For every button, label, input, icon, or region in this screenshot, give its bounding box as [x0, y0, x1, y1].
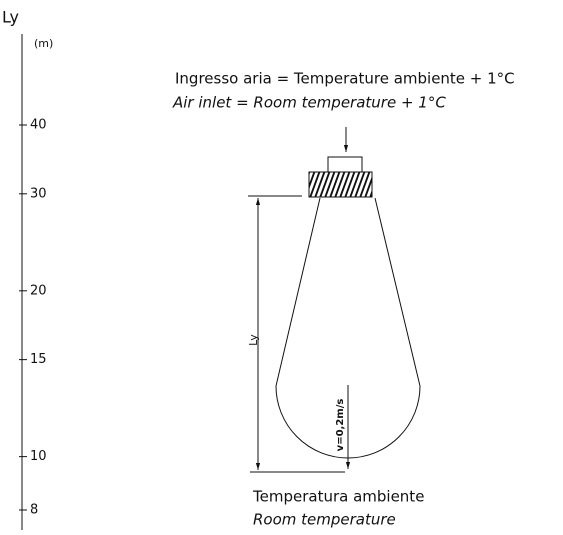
tick-label: 40 [30, 118, 47, 133]
ambient-label-en: Room temperature [253, 511, 396, 529]
axis-label: Ly [2, 8, 19, 27]
tick-label: 20 [30, 283, 47, 298]
nozzle [308, 171, 373, 198]
velocity-label: v=0,2m/s [335, 399, 346, 452]
axis-unit: (m) [34, 37, 53, 50]
dimension-label: Ly [247, 334, 260, 346]
inlet-label-en: Air inlet = Room temperature + 1°C [172, 94, 446, 112]
tick-label: 30 [30, 186, 47, 201]
tick-label: 8 [30, 503, 38, 518]
inlet-label: Ingresso aria = Temperature ambiente + 1… [175, 70, 515, 88]
tick-label: 15 [30, 352, 47, 367]
tick-label: 10 [30, 449, 47, 464]
ambient-label: Temperatura ambiente [252, 488, 424, 506]
nozzle-top [327, 156, 363, 173]
